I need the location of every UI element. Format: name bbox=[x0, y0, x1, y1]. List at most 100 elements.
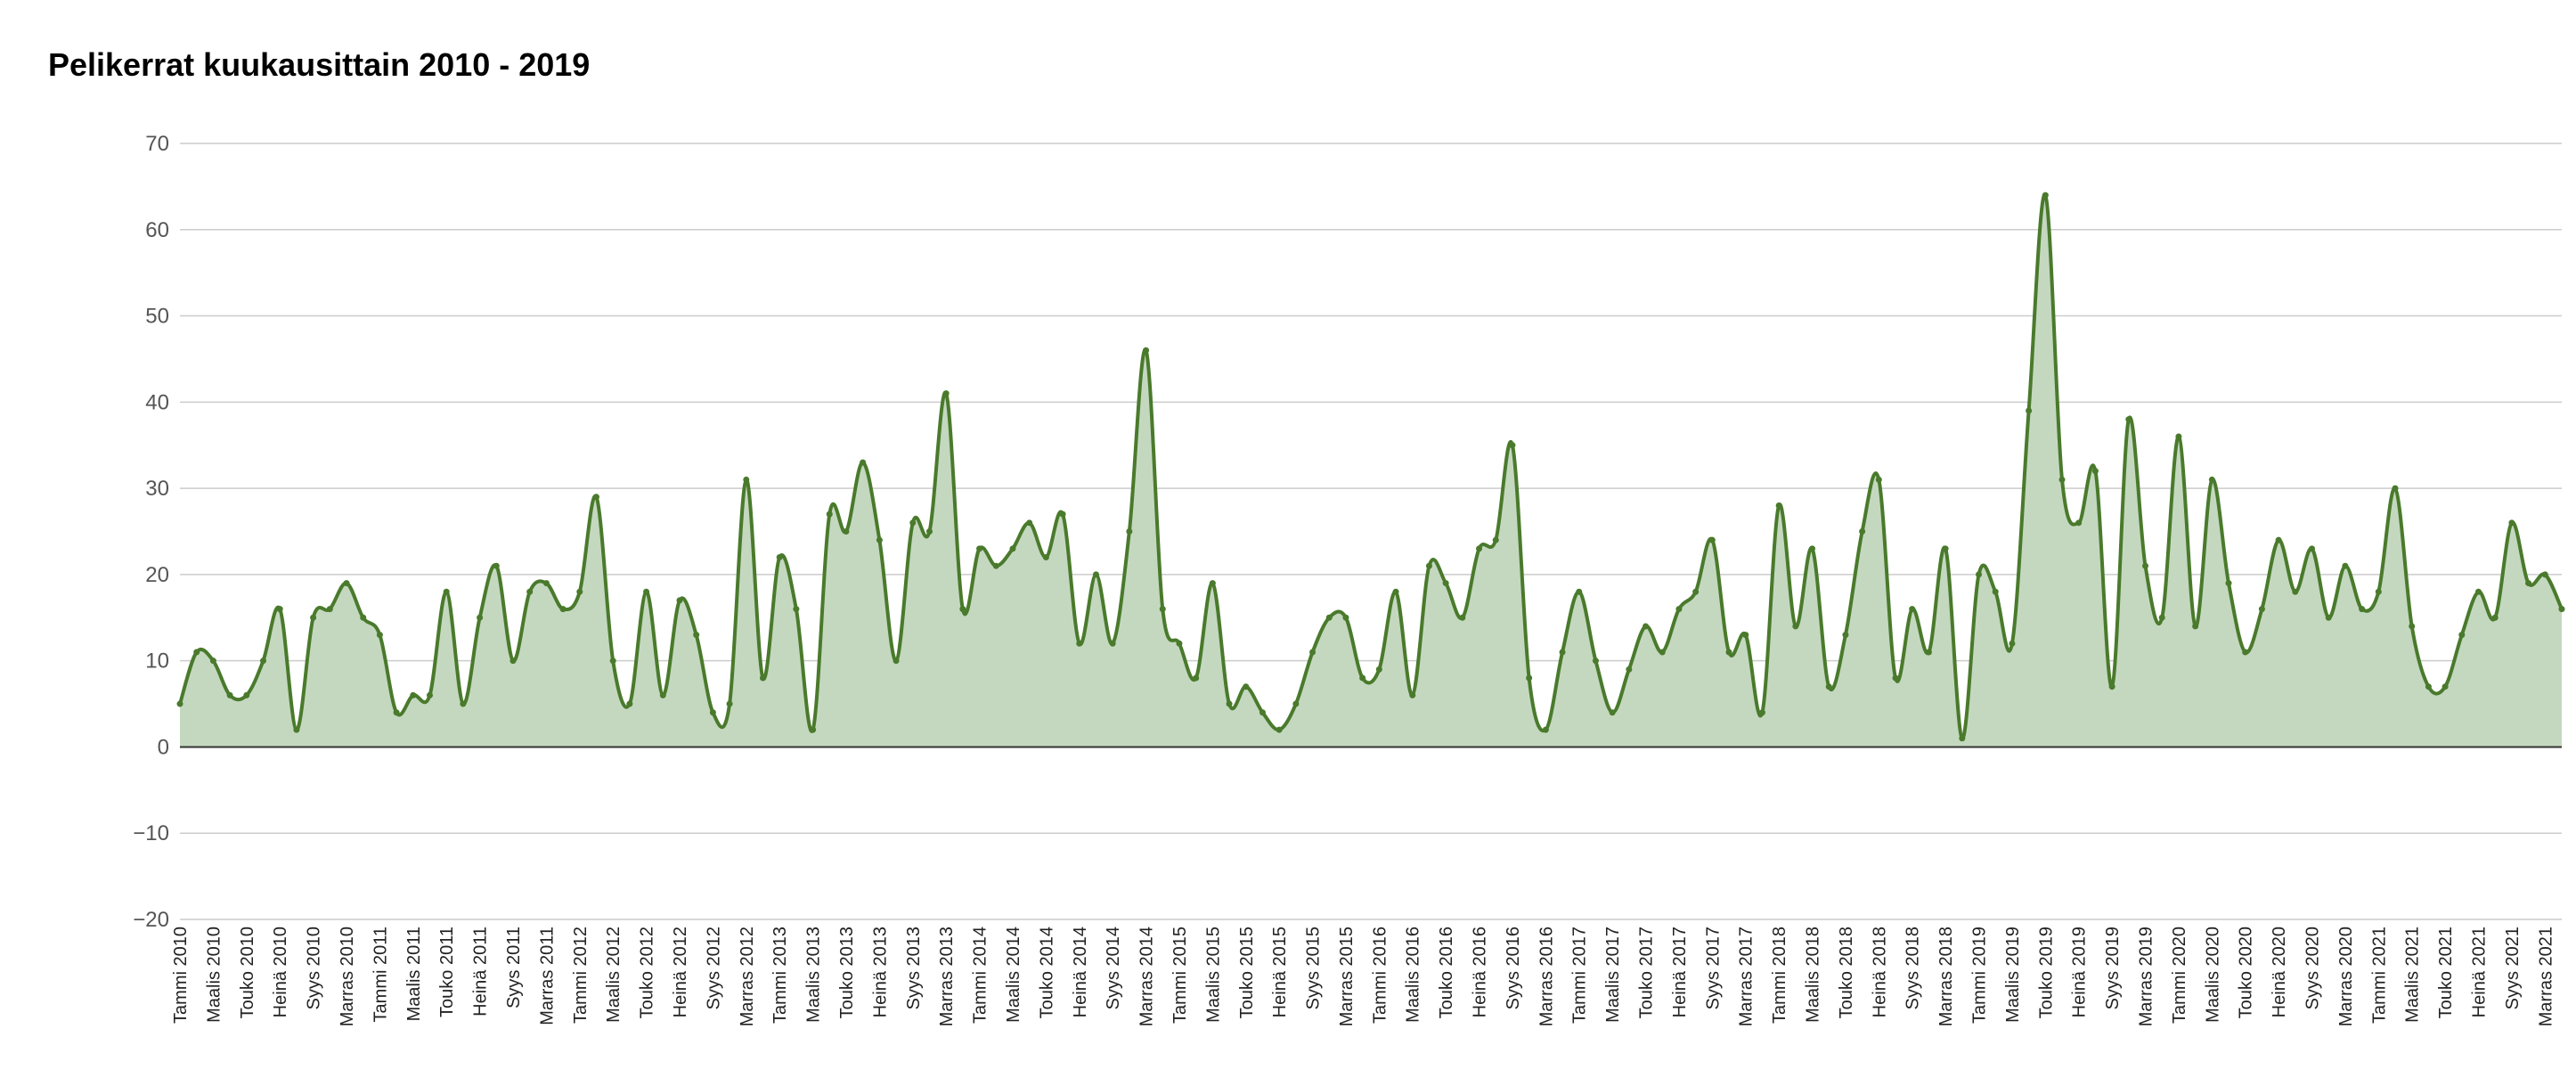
x-tick-label: Syys 2020 bbox=[2303, 927, 2323, 1009]
data-point bbox=[942, 390, 950, 397]
x-tick-label: Marras 2010 bbox=[338, 927, 357, 1026]
x-tick-label: Touko 2012 bbox=[638, 927, 657, 1018]
data-point bbox=[1925, 649, 1932, 656]
data-point bbox=[2042, 192, 2049, 199]
data-point bbox=[1675, 606, 1683, 613]
x-tick-label: Touko 2014 bbox=[1037, 927, 1056, 1018]
x-tick-label: Heinä 2018 bbox=[1870, 927, 1889, 1017]
data-point bbox=[1193, 674, 1200, 682]
data-point bbox=[1542, 726, 1549, 733]
data-point bbox=[2009, 640, 2016, 647]
data-point bbox=[1659, 649, 1666, 656]
data-point bbox=[2325, 614, 2332, 621]
x-tick-label: Syys 2016 bbox=[1504, 927, 1523, 1009]
data-point bbox=[226, 691, 233, 698]
x-tick-label: Marras 2013 bbox=[937, 927, 957, 1026]
x-tick-label: Touko 2017 bbox=[1637, 927, 1657, 1018]
chart-title: Pelikerrat kuukausittain 2010 - 2019 bbox=[48, 46, 591, 83]
data-point bbox=[2508, 519, 2515, 527]
x-tick-label: Syys 2021 bbox=[2503, 927, 2523, 1009]
x-tick-label: Syys 2018 bbox=[1903, 927, 1923, 1009]
data-point bbox=[526, 588, 534, 595]
data-point bbox=[2058, 476, 2066, 483]
data-point bbox=[1758, 709, 1765, 716]
data-point bbox=[559, 606, 567, 613]
data-point bbox=[1692, 588, 1700, 595]
data-point bbox=[2091, 468, 2099, 475]
x-tick-label: Tammi 2016 bbox=[1370, 927, 1390, 1024]
y-tick-label: 60 bbox=[145, 218, 169, 242]
data-point bbox=[410, 691, 417, 698]
data-point bbox=[1109, 640, 1116, 647]
x-axis-tick-labels: Tammi 2010 Maalis 2010 Touko 2010 Heinä 201… bbox=[171, 927, 2556, 1026]
data-point bbox=[709, 709, 716, 716]
data-point bbox=[2242, 649, 2249, 656]
x-tick-label: Maalis 2019 bbox=[2003, 927, 2023, 1023]
x-tick-label: Tammi 2014 bbox=[971, 927, 990, 1024]
data-point bbox=[676, 597, 683, 604]
area-fill bbox=[180, 194, 2562, 747]
data-point bbox=[1559, 649, 1566, 656]
data-point bbox=[2392, 485, 2399, 492]
data-point bbox=[193, 649, 200, 656]
data-point bbox=[1209, 580, 1216, 587]
data-point bbox=[1509, 442, 1516, 449]
data-point bbox=[493, 562, 500, 569]
series-line-path bbox=[178, 192, 2564, 740]
x-tick-label: Tammi 2017 bbox=[1570, 927, 1590, 1024]
data-point bbox=[1459, 614, 1466, 621]
x-tick-label: Touko 2021 bbox=[2436, 927, 2456, 1018]
data-point bbox=[1875, 476, 1882, 483]
data-point bbox=[1626, 666, 1633, 673]
data-point bbox=[1859, 528, 1866, 535]
data-point bbox=[1643, 623, 1650, 630]
data-point bbox=[976, 545, 983, 552]
data-point bbox=[1009, 545, 1016, 552]
data-point bbox=[925, 528, 933, 535]
x-tick-label: Heinä 2020 bbox=[2270, 927, 2289, 1017]
data-point bbox=[2491, 614, 2499, 621]
x-tick-label: Heinä 2015 bbox=[1270, 927, 1290, 1017]
x-tick-label: Tammi 2021 bbox=[2369, 927, 2389, 1024]
data-point bbox=[2225, 580, 2232, 587]
x-tick-label: Tammi 2010 bbox=[171, 927, 191, 1024]
x-tick-label: Syys 2010 bbox=[305, 927, 324, 1009]
data-point bbox=[542, 580, 550, 587]
x-tick-label: Maalis 2011 bbox=[404, 927, 424, 1021]
data-point bbox=[1409, 691, 1416, 698]
data-point bbox=[1442, 580, 1449, 587]
x-tick-label: Syys 2011 bbox=[504, 927, 524, 1009]
x-tick-label: Tammi 2020 bbox=[2170, 927, 2189, 1024]
data-point bbox=[2425, 683, 2432, 690]
x-tick-label: Heinä 2013 bbox=[870, 927, 890, 1017]
data-point bbox=[693, 632, 700, 639]
x-tick-label: Syys 2013 bbox=[904, 927, 924, 1009]
x-tick-label: Tammi 2018 bbox=[1770, 927, 1789, 1024]
data-point bbox=[1425, 562, 1432, 569]
data-point bbox=[1292, 700, 1300, 707]
data-point bbox=[2075, 519, 2083, 527]
data-point bbox=[876, 536, 883, 543]
data-point bbox=[1309, 649, 1317, 656]
x-tick-label: Touko 2013 bbox=[837, 927, 857, 1018]
data-point bbox=[426, 691, 433, 698]
data-point bbox=[1159, 606, 1166, 613]
data-point bbox=[759, 674, 766, 682]
data-point bbox=[1592, 657, 1599, 665]
data-point bbox=[1992, 588, 1999, 595]
data-point bbox=[276, 606, 283, 613]
data-point bbox=[1325, 614, 1333, 621]
x-tick-label: Tammi 2019 bbox=[1970, 927, 1990, 1024]
x-tick-label: Maalis 2012 bbox=[604, 927, 624, 1023]
x-tick-label: Marras 2019 bbox=[2137, 927, 2156, 1026]
data-point bbox=[1226, 700, 1233, 707]
data-point bbox=[793, 606, 800, 613]
x-tick-label: Heinä 2014 bbox=[1071, 927, 1090, 1017]
data-point bbox=[860, 459, 867, 466]
data-point bbox=[1609, 709, 1616, 716]
x-tick-label: Heinä 2012 bbox=[671, 927, 690, 1017]
data-point bbox=[1942, 545, 1949, 552]
x-tick-label: Marras 2015 bbox=[1337, 927, 1357, 1026]
y-tick-label: −10 bbox=[133, 821, 169, 845]
